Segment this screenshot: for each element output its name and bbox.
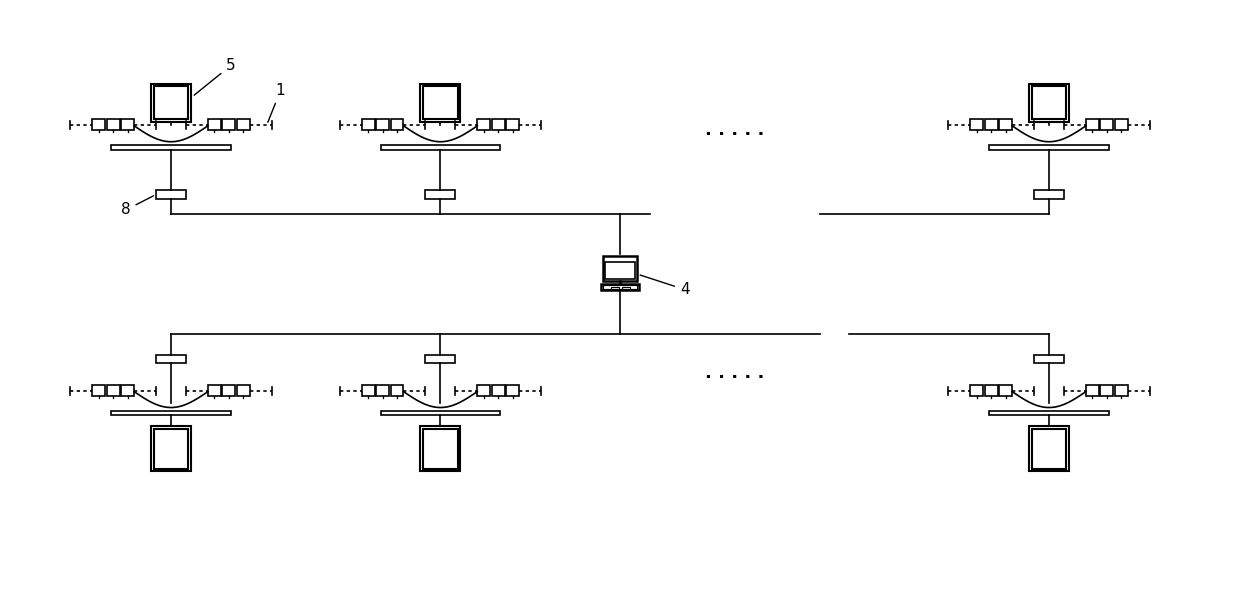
Bar xyxy=(1086,119,1099,130)
Bar xyxy=(362,119,374,130)
Bar xyxy=(1032,86,1066,119)
Bar xyxy=(985,385,998,396)
Bar xyxy=(107,119,119,130)
Bar xyxy=(1100,119,1114,130)
Bar xyxy=(622,287,630,289)
Bar xyxy=(122,385,134,396)
Bar xyxy=(122,119,134,130)
Bar xyxy=(1115,119,1128,130)
Bar xyxy=(1032,429,1066,469)
Bar xyxy=(92,385,105,396)
Bar xyxy=(156,354,186,363)
Bar xyxy=(1029,84,1069,122)
Bar xyxy=(970,385,983,396)
Bar xyxy=(208,119,221,130)
Bar xyxy=(151,426,191,471)
Bar xyxy=(154,86,188,119)
Bar xyxy=(603,256,637,281)
Bar xyxy=(1100,385,1114,396)
Bar xyxy=(156,190,186,199)
Bar xyxy=(492,385,505,396)
Bar xyxy=(492,119,505,130)
Bar xyxy=(1034,354,1064,363)
Bar xyxy=(990,410,1109,415)
Bar xyxy=(391,119,403,130)
Bar xyxy=(154,429,188,469)
Bar xyxy=(237,119,249,130)
Bar xyxy=(1115,385,1128,396)
Bar xyxy=(506,385,520,396)
Bar xyxy=(611,287,619,289)
Bar xyxy=(999,385,1012,396)
Bar xyxy=(112,145,231,150)
Bar xyxy=(477,119,490,130)
Text: . . . . .: . . . . . xyxy=(706,121,764,139)
Bar xyxy=(376,119,389,130)
Bar xyxy=(605,262,635,279)
Bar xyxy=(477,385,490,396)
Bar xyxy=(425,354,455,363)
Bar xyxy=(112,410,231,415)
Bar xyxy=(423,429,458,469)
Bar xyxy=(151,84,191,122)
Bar xyxy=(107,385,119,396)
Bar xyxy=(362,385,374,396)
Bar xyxy=(1086,385,1099,396)
Bar xyxy=(1034,190,1064,199)
Bar xyxy=(381,145,500,150)
Text: 4: 4 xyxy=(640,275,689,297)
Bar xyxy=(222,385,236,396)
Bar xyxy=(420,426,460,471)
Bar xyxy=(237,385,249,396)
Bar xyxy=(208,385,221,396)
Bar xyxy=(92,119,105,130)
Bar xyxy=(420,84,460,122)
Text: 8: 8 xyxy=(122,195,154,217)
Bar xyxy=(601,284,639,289)
Bar xyxy=(423,86,458,119)
Bar xyxy=(376,385,389,396)
Bar xyxy=(990,145,1109,150)
Bar xyxy=(425,190,455,199)
Bar xyxy=(391,385,403,396)
Bar xyxy=(970,119,983,130)
Text: 1: 1 xyxy=(268,83,285,122)
Text: . . . . .: . . . . . xyxy=(706,364,764,382)
Bar xyxy=(381,410,500,415)
Bar xyxy=(1029,426,1069,471)
Bar xyxy=(999,119,1012,130)
Text: 5: 5 xyxy=(195,58,236,95)
Bar xyxy=(222,119,236,130)
Bar xyxy=(506,119,520,130)
Bar xyxy=(985,119,998,130)
Bar xyxy=(603,285,637,289)
